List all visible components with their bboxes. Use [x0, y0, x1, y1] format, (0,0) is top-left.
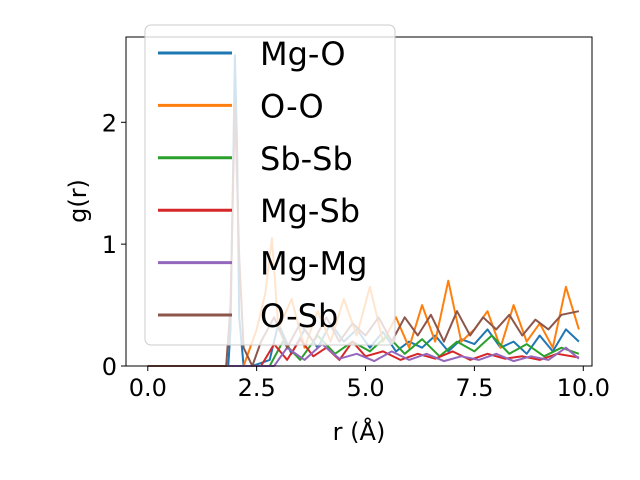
x-tick-label: 10.0 — [557, 374, 610, 402]
legend-label-1: O-O — [260, 87, 324, 125]
x-tick-label: 0.0 — [129, 374, 167, 402]
y-tick-label: 1 — [102, 231, 117, 259]
series-line-2 — [147, 334, 580, 367]
legend-label-4: Mg-Mg — [260, 245, 367, 283]
x-tick-label: 2.5 — [238, 374, 276, 402]
legend-label-2: Sb-Sb — [260, 140, 353, 178]
legend-label-0: Mg-O — [260, 35, 346, 73]
ticks-layer: 0.0 2.5 5.0 7.5 10.0 0 1 2 — [102, 109, 610, 402]
y-axis-label: g(r) — [64, 179, 92, 223]
x-tick-label: 7.5 — [455, 374, 493, 402]
series-line-3 — [147, 338, 580, 367]
series-line-4 — [147, 343, 580, 367]
y-tick-label: 0 — [102, 353, 117, 381]
legend-label-3: Mg-Sb — [260, 192, 360, 230]
x-tick-label: 5.0 — [346, 374, 384, 402]
legend-label-5: O-Sb — [260, 297, 338, 335]
x-axis-label: r (Å) — [333, 417, 386, 446]
legend: Mg-O O-O Sb-Sb Mg-Sb Mg-Mg O-Sb — [144, 24, 396, 346]
y-tick-label: 2 — [102, 109, 117, 137]
